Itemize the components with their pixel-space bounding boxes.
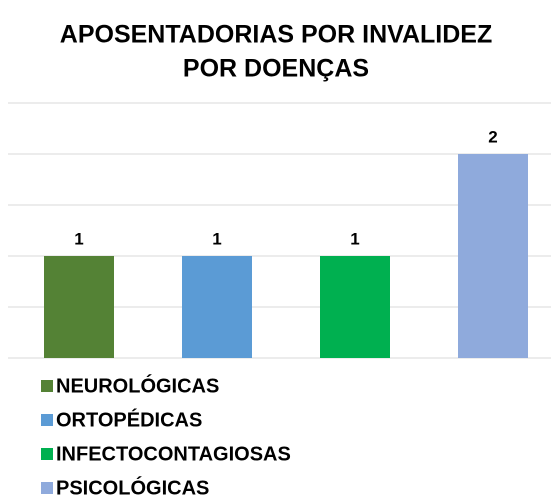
legend-label: ORTOPÉDICAS: [56, 408, 202, 431]
bar: [320, 256, 390, 358]
bar: [44, 256, 114, 358]
legend-label: NEUROLÓGICAS: [56, 373, 219, 397]
chart-title: APOSENTADORIAS POR INVALIDEZ: [60, 21, 492, 49]
data-label: 1: [212, 229, 221, 248]
data-label: 1: [350, 229, 359, 248]
chart-title: POR DOENÇAS: [183, 55, 369, 83]
legend-swatch: [41, 482, 53, 494]
data-label: 1: [74, 229, 83, 248]
bar: [182, 256, 252, 358]
legend-swatch: [41, 380, 53, 392]
legend-label: PSICOLÓGICAS: [56, 475, 209, 499]
legend-swatch: [41, 414, 53, 426]
data-label: 2: [488, 127, 497, 146]
legend-label: INFECTOCONTAGIOSAS: [56, 443, 291, 465]
legend-swatch: [41, 448, 53, 460]
bar: [458, 154, 528, 358]
